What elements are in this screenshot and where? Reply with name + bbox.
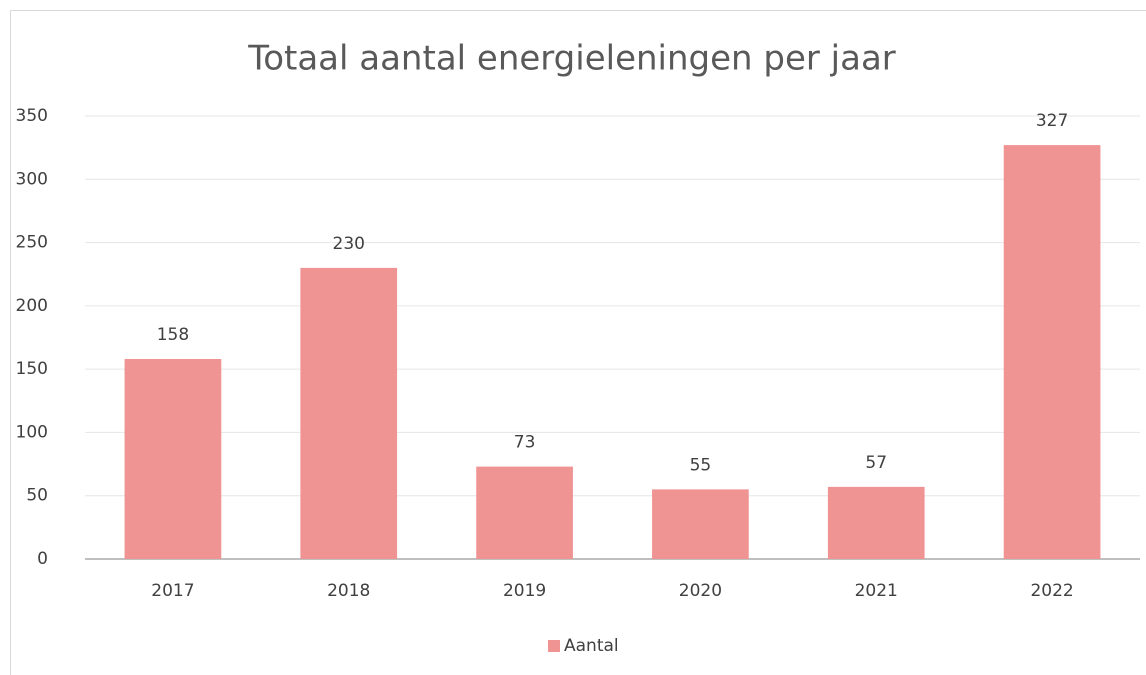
data-label: 158: [157, 325, 189, 345]
data-label: 230: [333, 234, 365, 254]
y-tick-label: 100: [16, 422, 48, 442]
data-label: 73: [514, 433, 536, 453]
y-tick-label: 200: [16, 296, 48, 316]
bar: [476, 466, 573, 559]
y-tick-label: 350: [16, 106, 48, 126]
x-tick-label: 2021: [855, 581, 898, 601]
x-tick-label: 2017: [151, 581, 194, 601]
data-label: 55: [690, 455, 712, 475]
x-tick-label: 2022: [1030, 581, 1073, 601]
x-tick-label: 2019: [503, 581, 546, 601]
x-tick-label: 2018: [327, 581, 370, 601]
chart-border: [10, 10, 1146, 675]
y-tick-label: 50: [26, 486, 48, 506]
y-tick-label: 0: [37, 549, 48, 569]
legend-label: Aantal: [564, 636, 619, 656]
bar: [652, 489, 749, 559]
data-label: 57: [865, 453, 887, 473]
y-tick-label: 250: [16, 233, 48, 253]
x-tick-label: 2020: [679, 581, 722, 601]
bar: [1003, 145, 1101, 559]
bar: [300, 267, 398, 559]
data-label: 327: [1036, 111, 1068, 131]
chart-title: Totaal aantal energieleningen per jaar: [247, 39, 896, 79]
legend-swatch: [548, 640, 560, 652]
y-tick-label: 150: [16, 359, 48, 379]
bar: [827, 486, 925, 559]
y-tick-label: 300: [16, 169, 48, 189]
bar: [124, 359, 222, 559]
